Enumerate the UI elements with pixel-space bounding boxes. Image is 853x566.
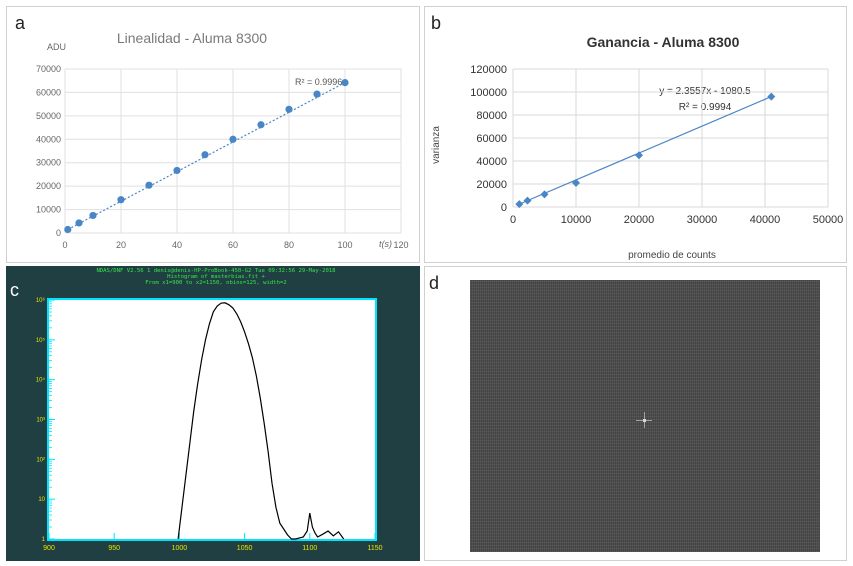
- data-point: [201, 151, 209, 159]
- plot-area: [47, 298, 377, 541]
- x-tick-label: 900: [43, 545, 55, 552]
- x-tick-label: 60: [228, 240, 238, 250]
- panel-letter-d: d: [429, 273, 440, 293]
- data-point: [540, 190, 549, 199]
- y-tick-label: 60000: [36, 87, 61, 97]
- y-tick-label: 10⁴: [36, 377, 46, 384]
- panel-d-image: d: [424, 266, 847, 561]
- x-tick-label: 950: [108, 545, 120, 552]
- x-tick-label: 1050: [237, 545, 253, 552]
- tick-labels: 0 20000 40000 60000 80000 100000 120000 0 10000 2…: [470, 64, 843, 226]
- data-point: [89, 211, 97, 220]
- x-tick-label: 10000: [561, 214, 592, 226]
- data-point: [257, 121, 265, 129]
- r-squared-annotation: R² = 0.9994: [679, 102, 732, 113]
- y-tick-label: 1: [42, 537, 46, 543]
- y-tick-label: 70000: [36, 64, 61, 74]
- panel-a-linearity-chart: a Linealidad - Aluma 8300 ADU t(s) R² = …: [6, 6, 420, 263]
- tick-marks: [48, 299, 376, 540]
- data-point: [173, 166, 181, 175]
- header-line-3: From x1=900 to x2=1150, nbins=125, width…: [145, 280, 287, 287]
- data-point: [523, 196, 532, 205]
- y-tick-label: 60000: [476, 133, 507, 145]
- y-tick-label: 40000: [476, 156, 507, 168]
- data-point: [313, 90, 321, 98]
- trendline-line: [519, 96, 772, 205]
- histogram-curve: [177, 302, 345, 540]
- x-tick-label: 1000: [172, 545, 188, 552]
- x-tick-label: 80: [284, 240, 294, 250]
- histogram-svg: 900 950 1000 1050 1100 1150 1 10 10² 10³ 10⁴ 10⁵ 10⁶: [36, 297, 383, 552]
- data-point: [145, 181, 153, 189]
- linearity-chart-svg: a Linealidad - Aluma 8300 ADU t(s) R² = …: [15, 13, 409, 250]
- y-tick-label: 50000: [36, 111, 61, 121]
- header-line-1: NDAS/DNF V2.56 1 denis@denis-HP-ProBook-…: [96, 268, 336, 274]
- data-point: [341, 78, 349, 87]
- data-point: [515, 200, 524, 209]
- x-tick-label: 1100: [302, 545, 317, 552]
- data-point: [767, 92, 776, 101]
- header-line-2: Histogram of masterbias.fit +: [167, 274, 265, 281]
- star-point: [643, 419, 646, 422]
- panel-letter-a: a: [15, 13, 26, 33]
- chart-title: Ganancia - Aluma 8300: [587, 34, 740, 50]
- y-tick-label: 40000: [36, 134, 61, 144]
- data-point: [572, 178, 580, 187]
- data-point: [75, 219, 83, 227]
- y-tick-label: 10³: [36, 418, 45, 424]
- chart-title: Linealidad - Aluma 8300: [117, 30, 267, 46]
- y-tick-label: 0: [56, 228, 61, 238]
- y-tick-label: 80000: [476, 110, 507, 122]
- panel-letter-c: c: [8, 280, 21, 301]
- data-points: [64, 78, 349, 234]
- x-tick-label: 20000: [624, 214, 655, 226]
- x-tick-label: 50000: [813, 214, 844, 226]
- x-tick-label: 40: [172, 240, 182, 250]
- data-points: [515, 92, 776, 209]
- y-tick-label: 30000: [36, 158, 61, 168]
- y-tick-label: 10000: [36, 205, 61, 215]
- grid-lines: [512, 68, 829, 208]
- data-point: [635, 151, 643, 160]
- x-tick-label: 0: [62, 240, 67, 250]
- y-axis-label: varianza: [431, 126, 442, 164]
- y-tick-label: 10: [38, 497, 45, 503]
- x-tick-label: 100: [337, 240, 352, 250]
- data-point: [229, 135, 237, 143]
- panel-letter-b: b: [431, 13, 441, 33]
- y-tick-label: 10⁶: [36, 297, 46, 304]
- data-point: [117, 196, 125, 204]
- data-point: [64, 225, 72, 234]
- y-tick-label: 20000: [36, 181, 61, 191]
- grid-lines: [64, 68, 402, 234]
- histogram-header: NDAS/DNF V2.56 1 denis@denis-HP-ProBook-…: [26, 268, 406, 287]
- panel-c-histogram: NDAS/DNF V2.56 1 denis@denis-HP-ProBook-…: [6, 266, 420, 561]
- r-squared-annotation: R² = 0.9996: [295, 77, 342, 87]
- x-axis-label: t(s): [379, 239, 392, 249]
- tick-labels: 0 10000 20000 30000 40000 50000 60000 70000 0 20 4…: [36, 64, 409, 250]
- gain-chart-svg: b Ganancia - Aluma 8300 promedio de coun…: [431, 13, 843, 261]
- y-tick-label: 0: [501, 202, 507, 214]
- y-tick-label: 10²: [36, 457, 45, 463]
- y-axis-label: ADU: [47, 42, 66, 52]
- y-tick-label: 100000: [470, 87, 507, 99]
- panel-b-gain-chart: b Ganancia - Aluma 8300 promedio de coun…: [424, 6, 847, 263]
- trendline: [519, 96, 772, 205]
- x-axis-label: promedio de counts: [628, 250, 716, 261]
- x-tick-label: 30000: [687, 214, 718, 226]
- x-tick-label: 20: [116, 240, 126, 250]
- ccd-frame-image: [470, 280, 820, 552]
- y-tick-label: 20000: [476, 179, 507, 191]
- x-tick-label: 40000: [750, 214, 781, 226]
- x-tick-label: 0: [510, 214, 516, 226]
- data-point: [285, 105, 293, 113]
- y-tick-label: 120000: [470, 64, 507, 76]
- y-tick-label: 10⁵: [36, 337, 46, 344]
- x-tick-label: 1150: [367, 545, 382, 552]
- tick-labels: 900 950 1000 1050 1100 1150 1 10 10² 10³ 10⁴ 10⁵ 10⁶: [36, 297, 383, 552]
- x-tick-label: 120: [393, 240, 408, 250]
